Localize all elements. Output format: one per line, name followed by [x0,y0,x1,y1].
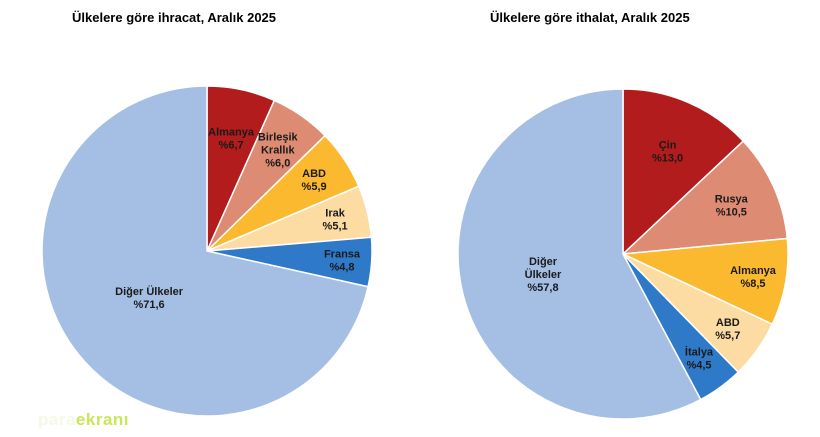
watermark-logo: paraekranı [38,410,129,430]
watermark-part2: ekranı [75,410,130,429]
slice-name-label-0: Almanya [208,127,255,139]
slice-value-label-4: %4,5 [686,359,711,371]
slice-value-label-5: %57,8 [527,282,558,294]
watermark-part1: para [38,410,76,429]
slice-name-label-4: İtalya [685,345,714,358]
pie-slice-5 [41,85,369,417]
slice-value-label-2: %8,5 [740,278,765,290]
slice-value-label-3: %5,7 [715,330,740,342]
slice-name-label-5: Ülkeler [525,268,562,281]
import-chart-title: Ülkelere göre ithalat, Aralık 2025 [490,10,690,25]
slice-value-label-5: %71,6 [133,299,164,311]
pie-slice-1 [620,139,789,255]
slice-name-label-4: Fransa [324,249,361,261]
pie-slice-2 [620,237,789,326]
slice-name-label-1: Rusya [715,194,749,206]
export-chart-title: Ülkelere göre ihracat, Aralık 2025 [72,10,277,25]
export-pie-chart: Ülkelere göre ihracat, Aralık 2025 Alman… [41,10,373,417]
import-pie-svg: Çin%13,0 Rusya%10,5 Almanya%8,5 ABD%5,7İtal… [457,88,789,420]
slice-value-label-0: %13,0 [652,153,683,165]
slice-name-label-5: Diğer Ülkeler [115,285,184,298]
slice-value-label-1: %6,0 [265,158,290,170]
slice-name-label-2: Almanya [730,265,777,277]
slice-name-label-3: ABD [716,317,740,329]
pie-slice-5 [457,88,702,420]
slice-name-label-3: Irak [325,208,345,220]
slice-name-label-0: Çin [659,140,677,152]
slice-value-label-3: %5,1 [323,221,348,233]
slice-value-label-0: %6,7 [219,140,244,152]
slice-name-label-2: ABD [302,168,326,180]
slice-name-label-5: Diğer [529,256,558,268]
slice-name-label-1: Krallık [261,145,296,157]
import-pie-chart: Ülkelere göre ithalat, Aralık 2025 Çin %1… [410,0,820,437]
slice-name-label-1: Birleşik [258,132,299,144]
pie-slice-0 [622,88,745,256]
slice-value-label-4: %4,8 [329,262,354,274]
slice-value-label-1: %10,5 [716,207,747,219]
slice-value-label-2: %5,9 [302,181,327,193]
